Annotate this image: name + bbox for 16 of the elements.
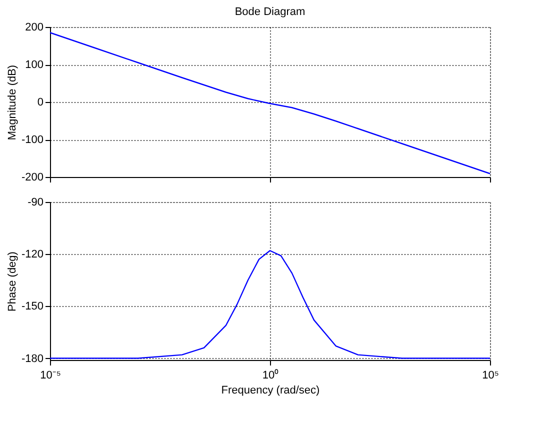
x-axis-title: Frequency (rad/sec) xyxy=(221,384,320,396)
y-axis-title: Magnitude (dB) xyxy=(6,64,18,140)
y-tick-label: 0 xyxy=(37,96,44,108)
y-tick-label: 200 xyxy=(25,22,44,34)
x-tick-label: 10⁰ xyxy=(262,368,279,382)
y-axis-title: Phase (deg) xyxy=(6,252,18,312)
x-tick-label: 10⁻⁵ xyxy=(40,370,61,382)
y-tick-label: -150 xyxy=(21,300,44,313)
chart-title: Bode Diagram xyxy=(234,6,306,18)
y-tick-label: -200 xyxy=(21,172,44,184)
y-tick-label: -180 xyxy=(21,352,44,365)
y-tick-label: 100 xyxy=(25,59,44,71)
y-tick-label: -90 xyxy=(28,196,44,208)
y-tick-label: -120 xyxy=(21,248,44,261)
x-tick-label: 10⁵ xyxy=(482,370,499,382)
y-tick-label: -100 xyxy=(21,134,44,146)
